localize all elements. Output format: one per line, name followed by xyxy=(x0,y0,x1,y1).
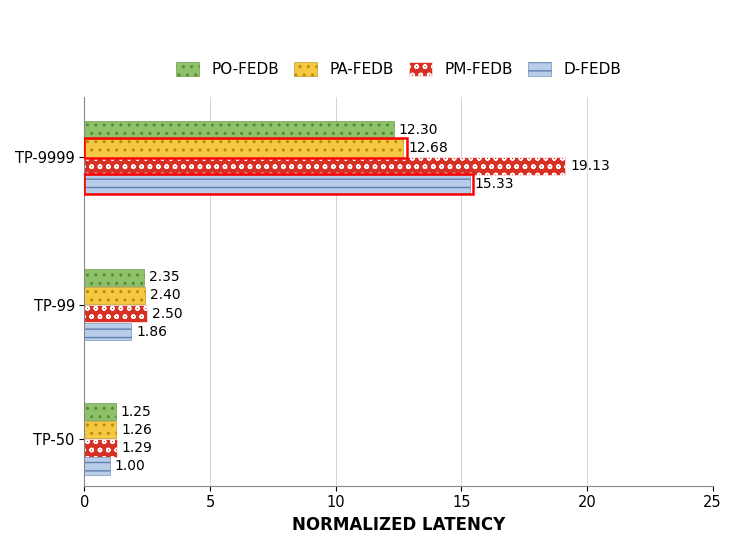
Bar xyxy=(85,403,116,421)
Bar xyxy=(85,157,565,175)
Text: 1.25: 1.25 xyxy=(121,405,152,418)
Bar xyxy=(85,139,403,156)
Bar xyxy=(85,137,407,158)
Text: 1.26: 1.26 xyxy=(121,423,152,436)
Text: 12.30: 12.30 xyxy=(399,123,438,137)
Bar xyxy=(85,323,131,340)
Bar xyxy=(85,173,473,194)
Bar xyxy=(85,175,469,193)
Text: 2.35: 2.35 xyxy=(149,270,179,284)
Bar xyxy=(85,439,117,457)
Text: 2.50: 2.50 xyxy=(153,306,183,321)
Text: 1.86: 1.86 xyxy=(136,324,167,339)
Legend: PO-FEDB, PA-FEDB, PM-FEDB, D-FEDB: PO-FEDB, PA-FEDB, PM-FEDB, D-FEDB xyxy=(172,58,626,82)
Text: 12.68: 12.68 xyxy=(408,141,448,155)
Text: 19.13: 19.13 xyxy=(570,159,610,173)
X-axis label: NORMALIZED LATENCY: NORMALIZED LATENCY xyxy=(292,516,505,534)
Text: 1.29: 1.29 xyxy=(122,441,153,455)
Text: 2.40: 2.40 xyxy=(150,288,181,302)
Text: 15.33: 15.33 xyxy=(475,177,514,191)
Bar xyxy=(85,421,116,439)
Bar xyxy=(85,305,147,322)
Bar xyxy=(85,287,144,304)
Text: 1.00: 1.00 xyxy=(115,459,145,473)
Bar xyxy=(85,457,110,475)
Bar xyxy=(85,268,144,286)
Bar xyxy=(85,121,394,138)
